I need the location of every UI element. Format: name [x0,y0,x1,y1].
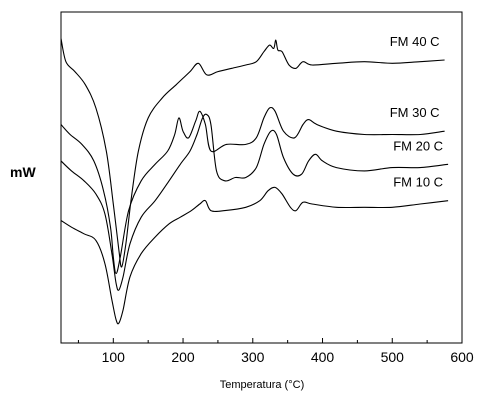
x-axis-label: Temperatura (°C) [220,379,304,391]
x-axis-tick-labels: 100 200 300 400 500 600 [102,349,474,365]
x-tick-label-300: 300 [241,349,265,365]
x-tick-label-600: 600 [450,349,474,365]
series-line-fm-30-c [60,106,445,275]
x-tick-label-200: 200 [171,349,195,365]
series-line-fm-20-c [60,113,449,291]
x-tick-label-400: 400 [311,349,335,365]
series-labels: FM 40 C FM 30 C FM 20 C FM 10 C [390,34,443,190]
series-label-fm-40-c: FM 40 C [390,34,440,49]
x-tick-label-500: 500 [381,349,405,365]
series-line-fm-40-c [60,38,445,268]
x-tick-label-100: 100 [102,349,126,365]
series-line-fm-10-c [60,186,449,325]
series-label-fm-20-c: FM 20 C [393,138,443,153]
series-label-fm-10-c: FM 10 C [393,175,443,190]
x-axis-ticks [77,338,463,343]
series-label-fm-30-c: FM 30 C [390,105,440,120]
y-axis-label: mW [10,164,36,180]
plot-frame [60,11,463,344]
series-curves [60,38,449,325]
